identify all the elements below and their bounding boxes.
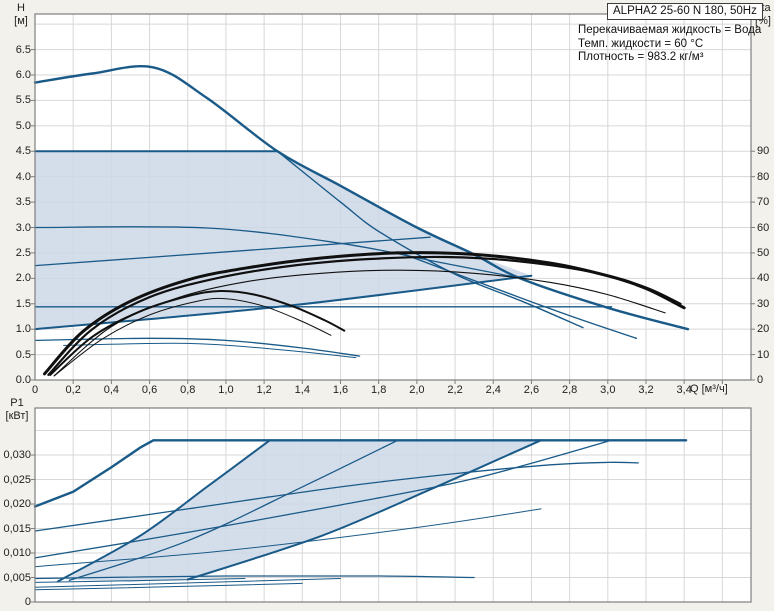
eta-tick-label: 0 <box>757 374 764 386</box>
p1-low-3 <box>34 578 341 588</box>
proportional-pressure-upper <box>34 236 431 267</box>
p1-prop-pressure-2 <box>68 439 399 582</box>
q-tick-label: 3,2 <box>638 384 654 396</box>
fluid-density-line: Плотность = 983.2 кг/м³ <box>578 51 704 63</box>
h-tick-label: 4.0 <box>15 170 31 183</box>
q-tick-label: 2,2 <box>447 384 463 396</box>
flow-axis-title: Q [м³/ч] <box>690 383 728 395</box>
h-tick-label: 0.0 <box>15 374 31 386</box>
pump-model-title: ALPHA2 25-60 N 180, 50Hz <box>607 3 763 20</box>
p1-tick-label: 0,015 <box>3 522 31 535</box>
p1-prop-pressure-3 <box>56 439 271 583</box>
q-tick-label: 2,0 <box>409 384 425 396</box>
q-tick-label: 0,8 <box>180 384 196 396</box>
q-tick-label: 2,4 <box>485 384 501 396</box>
h-tick-label: 3.5 <box>15 196 31 209</box>
p1-low-4 <box>34 582 303 591</box>
eta-tick-label: 80 <box>757 170 770 183</box>
control-range-area <box>35 151 532 330</box>
eta-tick-label: 30 <box>757 297 770 310</box>
h-tick-label: 6.5 <box>15 43 31 56</box>
eta-tick-label: 10 <box>757 348 770 361</box>
head-axis-unit: [м] <box>14 15 28 27</box>
q-tick-label: 0 <box>31 384 39 396</box>
h-tick-label: 5.0 <box>15 119 31 132</box>
efficiency-curve-2 <box>47 255 682 376</box>
h-tick-label: 6.0 <box>15 69 31 81</box>
p1-tick-label: 0 <box>24 596 31 608</box>
q-tick-label: 1,4 <box>294 384 310 396</box>
speed-curve-b <box>397 251 638 339</box>
q-tick-label: 1,0 <box>218 384 234 396</box>
q-tick-label: 3,4 <box>676 384 692 396</box>
q-tick-label: 0,6 <box>141 384 158 396</box>
p1-tick-label: 0,025 <box>3 473 31 486</box>
eta-tick-label: 40 <box>757 272 770 285</box>
p1-constant-pressure-3 <box>34 461 639 532</box>
head-axis-symbol: H <box>17 2 25 14</box>
p1-low-2 <box>34 578 246 583</box>
power-axis-unit: [кВт] <box>5 410 29 422</box>
h-tick-label: 0.5 <box>15 348 31 361</box>
q-tick-label: 0,4 <box>103 384 120 396</box>
h-tick-label: 3.0 <box>15 221 31 234</box>
max-speed-curve <box>33 65 690 331</box>
eta-tick-label: 60 <box>757 221 770 234</box>
min-speed-curve <box>34 337 361 357</box>
q-tick-label: 1,6 <box>332 384 349 396</box>
eta-tick-label: 20 <box>757 323 770 336</box>
eta-tick-label: 50 <box>757 246 770 259</box>
h-tick-label: 1.5 <box>15 297 31 310</box>
h-tick-label: 2.5 <box>15 246 31 259</box>
q-tick-label: 1,2 <box>256 384 272 396</box>
p1-tick-label: 0,005 <box>3 571 31 584</box>
q-tick-label: 0,2 <box>65 384 81 396</box>
eta-tick-label: 90 <box>757 145 770 158</box>
fluid-type-line: Перекачиваемая жидкость = Вода <box>578 24 762 36</box>
head-axis-title: H [м] <box>8 2 34 28</box>
eta-tick-label: 70 <box>757 196 770 209</box>
p1-tick-label: 0,020 <box>3 498 31 511</box>
power-axis-symbol: P1 <box>10 397 24 409</box>
p1-constant-pressure-1 <box>34 508 542 568</box>
h-tick-label: 5.5 <box>15 94 31 107</box>
h-tick-label: 1.0 <box>15 323 31 336</box>
q-tick-label: 3,0 <box>600 384 616 396</box>
p1-max-curve <box>33 439 688 508</box>
p1-tick-label: 0,030 <box>3 449 31 462</box>
q-tick-label: 1,8 <box>371 384 387 396</box>
min-speed-curve-2 <box>63 342 357 359</box>
efficiency-curve-min <box>49 289 346 376</box>
h-tick-label: 2.0 <box>15 272 31 285</box>
h-tick-label: 4.5 <box>15 145 31 158</box>
fluid-info-box: Перекачиваемая жидкость = Вода Темп. жид… <box>578 24 761 65</box>
p1-tick-label: 0,010 <box>3 547 31 559</box>
p1-prop-pressure-1 <box>186 439 542 581</box>
q-tick-label: 2,8 <box>561 384 578 396</box>
fluid-temperature-line: Темп. жидкости = 60 °C <box>578 37 704 50</box>
p1-min-curve <box>34 575 475 580</box>
control-range-power-area <box>65 440 541 582</box>
power-axis-title: P1 [кВт] <box>0 397 34 423</box>
efficiency-curve-min-2 <box>53 297 332 377</box>
speed-curve-a <box>276 150 584 329</box>
q-tick-label: 2,6 <box>523 384 540 396</box>
constant-pressure-3-0m <box>34 226 517 278</box>
